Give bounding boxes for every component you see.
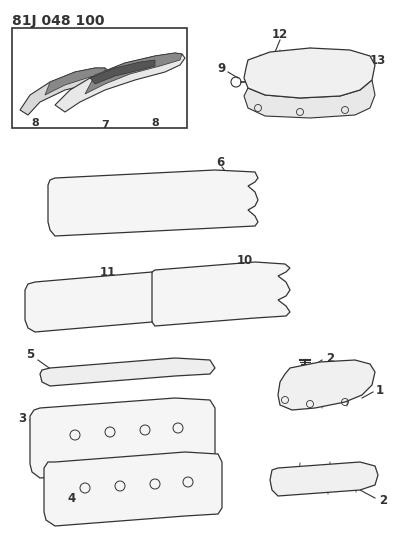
Polygon shape xyxy=(85,53,182,94)
Text: 8: 8 xyxy=(31,118,39,128)
Text: 13: 13 xyxy=(370,53,386,67)
Polygon shape xyxy=(45,68,105,95)
Bar xyxy=(12,28,187,128)
Text: 2: 2 xyxy=(326,351,334,365)
Polygon shape xyxy=(30,398,215,478)
Text: 4: 4 xyxy=(68,491,76,505)
Polygon shape xyxy=(44,452,222,526)
Text: 6: 6 xyxy=(216,156,224,168)
Text: 12: 12 xyxy=(272,28,288,42)
Polygon shape xyxy=(150,262,290,326)
Polygon shape xyxy=(278,360,375,410)
Text: 8: 8 xyxy=(151,118,159,128)
Polygon shape xyxy=(20,68,110,115)
Polygon shape xyxy=(244,48,375,98)
Text: 11: 11 xyxy=(100,265,116,279)
Text: 2: 2 xyxy=(379,494,387,506)
Polygon shape xyxy=(25,272,152,332)
Text: 3: 3 xyxy=(18,411,26,424)
Polygon shape xyxy=(40,358,215,386)
Polygon shape xyxy=(244,80,375,118)
Polygon shape xyxy=(55,53,185,112)
Text: 9: 9 xyxy=(218,61,226,75)
Text: 1: 1 xyxy=(376,384,384,397)
Text: 5: 5 xyxy=(26,349,34,361)
Text: 10: 10 xyxy=(237,254,253,266)
Polygon shape xyxy=(90,60,155,84)
Text: 7: 7 xyxy=(101,120,109,130)
Polygon shape xyxy=(270,462,378,496)
Polygon shape xyxy=(48,170,258,236)
Text: 81J 048 100: 81J 048 100 xyxy=(12,14,105,28)
